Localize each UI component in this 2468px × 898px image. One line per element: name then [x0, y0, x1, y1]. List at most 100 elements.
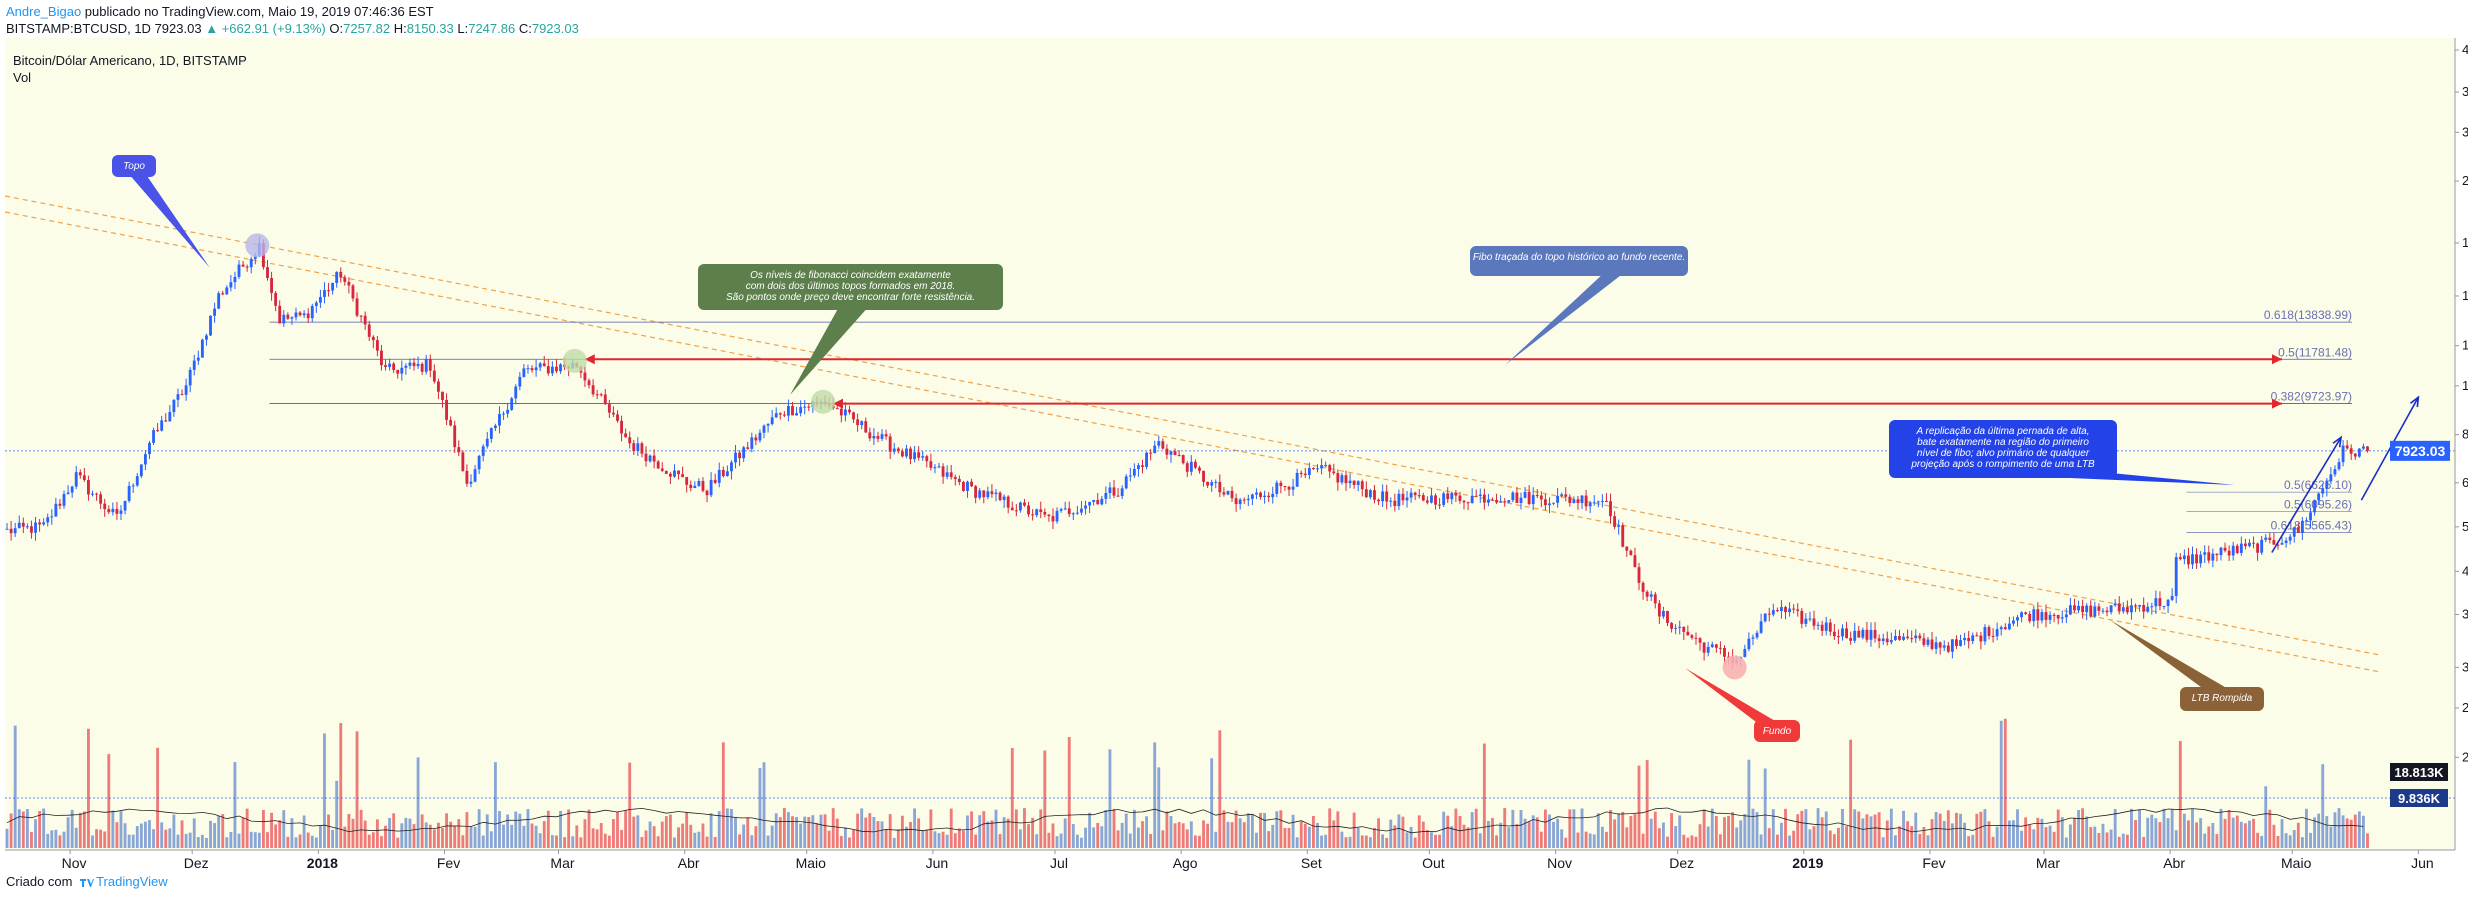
volume-bar: [1389, 819, 1393, 848]
volume-bar: [1641, 833, 1645, 848]
candle-body: [1474, 495, 1478, 497]
candle-body: [396, 369, 400, 374]
volume-bar: [1828, 830, 1832, 848]
volume-bar: [941, 831, 945, 848]
volume-bar: [270, 812, 273, 848]
candle-body: [1177, 454, 1181, 456]
volume-bar: [2024, 817, 2028, 848]
volume-bar: [2113, 809, 2117, 848]
volume-bar: [274, 824, 278, 848]
candle-body: [2077, 605, 2080, 611]
candle-body: [742, 447, 746, 459]
candle-body: [2146, 606, 2150, 612]
candle-body: [636, 443, 640, 451]
tradingview-link[interactable]: TradingView: [96, 874, 168, 889]
volume-bar: [2081, 808, 2085, 848]
replication-callout-text: nível de fibo; alvo primário de qualquer: [1917, 448, 2090, 459]
candle-body: [1515, 492, 1519, 503]
volume-bar: [1788, 835, 1792, 848]
volume-bar: [380, 836, 383, 848]
volume-bar: [750, 835, 754, 848]
candle-body: [1096, 499, 1100, 505]
volume-bar: [632, 816, 636, 848]
candle-body: [2313, 500, 2317, 513]
volume-bar: [99, 829, 103, 848]
volume-bar: [1666, 836, 1669, 848]
volume-bar: [1934, 811, 1938, 848]
volume-bar: [677, 827, 680, 848]
volume-bar: [213, 823, 217, 848]
author-link[interactable]: Andre_Bigao: [6, 4, 82, 19]
volume-bar: [1259, 812, 1262, 848]
candle-body: [2296, 527, 2300, 533]
candle-body: [514, 386, 518, 399]
candle-body: [778, 413, 782, 415]
volume-bar: [437, 822, 440, 848]
candle-body: [1328, 465, 1332, 472]
candle-body: [1800, 610, 1804, 624]
volume-bar: [701, 823, 705, 848]
time-tick-label: 2018: [307, 855, 338, 871]
volume-bar: [1816, 808, 1820, 848]
candle-body: [1824, 622, 1828, 631]
volume-bar: [1706, 826, 1710, 848]
candle-body: [538, 363, 542, 368]
volume-bar: [2366, 833, 2369, 848]
candle-body: [355, 298, 359, 316]
candle-body: [278, 305, 282, 324]
candle-body: [1120, 488, 1124, 496]
candle-body: [2130, 605, 2133, 613]
volume-bar: [1584, 831, 1588, 848]
candle-body: [74, 472, 78, 487]
volume-bar: [184, 833, 188, 848]
volume-bar: [135, 826, 139, 848]
candle-body: [860, 421, 864, 426]
volume-bar: [734, 816, 737, 848]
candle-body: [2101, 610, 2105, 612]
candle-body: [937, 466, 941, 468]
candle-body: [754, 437, 758, 441]
candle-body: [2048, 614, 2052, 620]
candle-body: [388, 363, 392, 367]
candle-body: [359, 315, 363, 317]
volume-bar: [953, 833, 957, 848]
candle-body: [2020, 612, 2023, 618]
candle-body: [2150, 606, 2154, 608]
candle-body: [2064, 614, 2068, 618]
volume-bar: [888, 814, 892, 848]
candle-body: [612, 412, 615, 415]
candle-body: [872, 436, 876, 439]
bottom-marker: [1722, 655, 1747, 680]
volume-bar: [1466, 827, 1470, 848]
volume-bar: [957, 828, 961, 848]
volume-bar: [1352, 812, 1356, 848]
candle-body: [168, 412, 172, 422]
candle-body: [1527, 491, 1531, 505]
candle-body: [644, 453, 648, 462]
candle-body: [835, 408, 839, 410]
candle-body: [2093, 606, 2097, 617]
volume-bar: [1356, 827, 1360, 848]
volume-bar: [318, 825, 322, 848]
volume-bar: [725, 808, 729, 848]
candle-body: [1662, 611, 1665, 617]
fibo-note-callout-tail: [1505, 272, 1625, 365]
volume-bar: [489, 831, 493, 848]
candle-body: [868, 432, 872, 439]
candle-body: [1242, 499, 1246, 501]
volume-bar: [139, 823, 143, 848]
volume-bar: [1975, 813, 1979, 848]
volume-bar: [2012, 820, 2015, 848]
volume-bar: [367, 834, 371, 848]
volume-bar: [2235, 815, 2239, 848]
volume-bar: [237, 833, 241, 848]
volume-bar: [2182, 813, 2186, 848]
volume-bar: [2178, 741, 2182, 848]
top-marker-may: [811, 389, 836, 414]
volume-bar: [2325, 816, 2329, 848]
volume-bar: [408, 818, 412, 848]
candle-body: [2109, 605, 2113, 613]
candle-body: [1865, 629, 1869, 640]
volume-bar: [404, 817, 408, 848]
